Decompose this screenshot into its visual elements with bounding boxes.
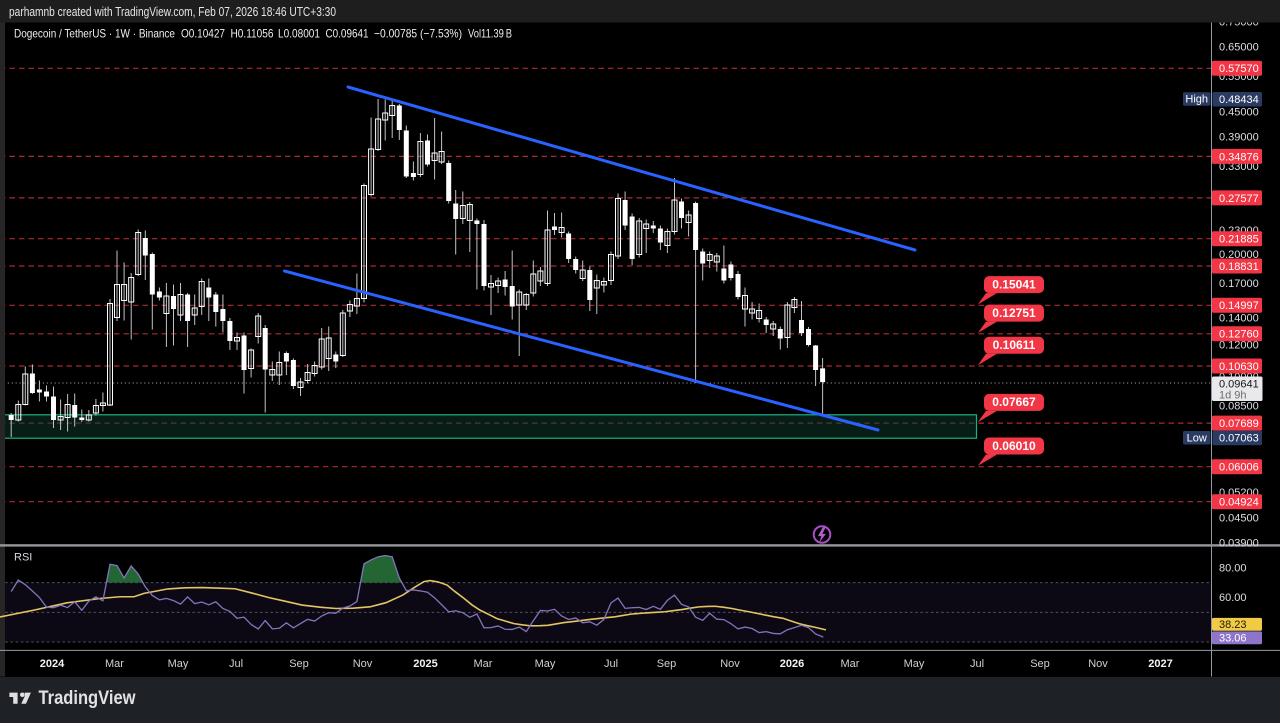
svg-text:RSI: RSI (14, 552, 32, 564)
svg-text:0.20000: 0.20000 (1219, 249, 1259, 261)
svg-text:0.14997: 0.14997 (1219, 300, 1259, 312)
svg-text:High: High (1185, 94, 1208, 106)
svg-text:Mar: Mar (105, 658, 124, 670)
svg-text:0.07689: 0.07689 (1219, 418, 1259, 430)
svg-text:1d 9h: 1d 9h (1219, 390, 1247, 402)
svg-text:Nov: Nov (1088, 658, 1108, 670)
svg-text:0.04924: 0.04924 (1219, 497, 1259, 509)
svg-text:Sep: Sep (289, 658, 309, 670)
svg-text:0.34876: 0.34876 (1219, 151, 1259, 163)
svg-text:C0.09641: C0.09641 (326, 27, 369, 41)
svg-text:0.10611: 0.10611 (993, 338, 1036, 352)
svg-text:Mar: Mar (474, 658, 493, 670)
svg-text:0.12760: 0.12760 (1219, 329, 1259, 341)
svg-text:Jul: Jul (229, 658, 243, 670)
svg-text:parhamnb created with TradingV: parhamnb created with TradingView.com, F… (9, 5, 336, 19)
svg-text:0.48434: 0.48434 (1219, 94, 1259, 106)
svg-text:0.17000: 0.17000 (1219, 278, 1259, 290)
svg-text:60.00: 60.00 (1219, 592, 1247, 604)
svg-text:Mar: Mar (841, 658, 860, 670)
svg-text:0.21885: 0.21885 (1219, 234, 1259, 246)
svg-text:0.12751: 0.12751 (992, 306, 1036, 320)
svg-text:Dogecoin / TetherUS · 1W · Bin: Dogecoin / TetherUS · 1W · Binance (14, 27, 175, 41)
svg-text:38.23: 38.23 (1219, 619, 1247, 631)
svg-text:Jul: Jul (970, 658, 984, 670)
svg-text:0.07667: 0.07667 (992, 395, 1036, 409)
svg-text:Nov: Nov (720, 658, 740, 670)
svg-text:0.39000: 0.39000 (1219, 132, 1259, 144)
svg-text:May: May (904, 658, 925, 670)
svg-text:80.00: 80.00 (1219, 562, 1247, 574)
svg-text:0.06010: 0.06010 (992, 439, 1036, 453)
svg-text:2027: 2027 (1148, 658, 1172, 670)
svg-text:0.27577: 0.27577 (1219, 193, 1259, 205)
svg-text:0.14000: 0.14000 (1219, 312, 1259, 324)
svg-text:0.18831: 0.18831 (1219, 261, 1259, 273)
svg-text:Sep: Sep (657, 658, 677, 670)
svg-text:O0.10427: O0.10427 (181, 27, 225, 41)
svg-text:0.03900: 0.03900 (1219, 538, 1259, 550)
svg-text:May: May (168, 658, 189, 670)
svg-text:2024: 2024 (40, 658, 65, 670)
svg-text:Low: Low (1187, 433, 1207, 445)
svg-text:0.65000: 0.65000 (1219, 42, 1259, 54)
svg-text:0.04500: 0.04500 (1219, 513, 1259, 525)
svg-text:0.33000: 0.33000 (1219, 161, 1259, 173)
svg-text:0.06006: 0.06006 (1219, 462, 1259, 474)
svg-text:0.09641: 0.09641 (1219, 378, 1259, 390)
svg-text:May: May (535, 658, 556, 670)
svg-text:Nov: Nov (353, 658, 373, 670)
svg-text:2026: 2026 (780, 658, 804, 670)
svg-text:TradingView: TradingView (39, 687, 137, 709)
svg-text:0.15041: 0.15041 (992, 277, 1036, 291)
svg-text:Jul: Jul (604, 658, 618, 670)
svg-text:0.08500: 0.08500 (1219, 400, 1259, 412)
svg-text:H0.11056: H0.11056 (231, 27, 274, 41)
svg-text:0.12000: 0.12000 (1219, 340, 1259, 352)
svg-text:0.07063: 0.07063 (1219, 433, 1259, 445)
svg-text:−0.00785 (−7.53%): −0.00785 (−7.53%) (374, 27, 462, 41)
svg-text:0.57570: 0.57570 (1219, 63, 1259, 75)
svg-text:2025: 2025 (413, 658, 437, 670)
svg-text:L0.08001: L0.08001 (278, 27, 320, 41)
svg-text:Sep: Sep (1030, 658, 1050, 670)
svg-text:Vol11.39 B: Vol11.39 B (468, 27, 512, 41)
svg-text:33.06: 33.06 (1219, 632, 1247, 644)
svg-text:0.10630: 0.10630 (1219, 361, 1259, 373)
svg-text:0.45000: 0.45000 (1219, 107, 1259, 119)
